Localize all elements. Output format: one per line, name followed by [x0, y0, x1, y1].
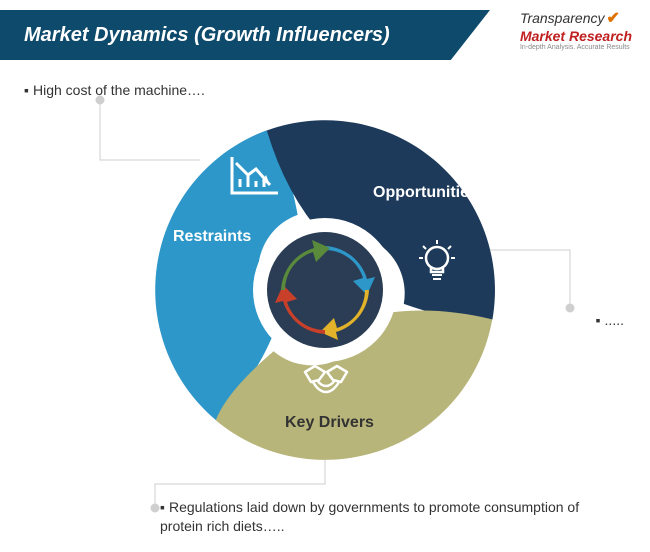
market-dynamics-diagram: Restraints Opportunities Key Drivers: [135, 100, 515, 480]
swirl-svg: [135, 100, 515, 480]
